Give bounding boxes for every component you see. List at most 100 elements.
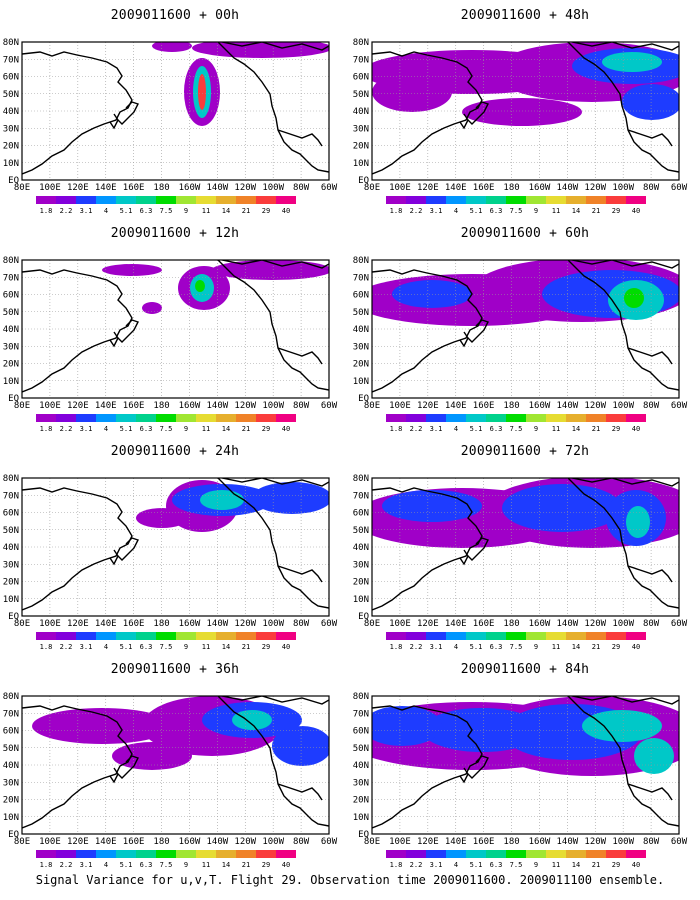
coastlines <box>372 696 679 829</box>
map-plot: EQ 10N 20N 30N 40N 50N 60N 70N 80N 80E 100E 120E 140… <box>353 38 688 215</box>
colorbar-label: 1.8 <box>40 207 53 215</box>
colorbar-label: 3.1 <box>80 643 93 651</box>
colorbar-swatch <box>606 632 626 640</box>
panel-title: 2009011600 + 60h <box>460 226 590 241</box>
colorbar-swatch <box>156 414 176 422</box>
lon-tick-label: 160W <box>529 837 551 847</box>
lon-tick-label: 160E <box>473 401 495 411</box>
lat-tick-label: 20N <box>353 142 369 152</box>
colorbar-label: 5.1 <box>470 207 483 215</box>
colorbar-swatch <box>466 196 486 204</box>
colorbar-label: 4 <box>104 643 108 651</box>
colorbar-label: 3.1 <box>430 425 443 433</box>
lon-tick-label: 100W <box>612 837 634 847</box>
lat-tick-label: 80N <box>3 692 19 702</box>
variance-shading <box>200 490 244 510</box>
colorbar-swatch <box>626 196 646 204</box>
colorbar-swatch <box>196 632 216 640</box>
colorbar-label: 2.2 <box>410 643 423 651</box>
colorbar-label: 29 <box>262 207 270 215</box>
colorbar-swatch <box>216 414 236 422</box>
lat-tick-label: 20N <box>3 360 19 370</box>
colorbar-swatch <box>386 196 406 204</box>
colorbar-swatch <box>136 850 156 858</box>
lon-tick-label: 100W <box>262 401 284 411</box>
colorbar-swatch <box>116 632 136 640</box>
colorbar-swatch <box>216 632 236 640</box>
variance-shading <box>392 280 472 308</box>
map-plot: EQ 10N 20N 30N 40N 50N 60N 70N 80N 80E 100E 120E 140… <box>353 692 688 869</box>
colorbar-swatch <box>486 196 506 204</box>
lat-tick-label: 60N <box>3 509 19 519</box>
lat-tick-label: 50N <box>3 526 19 536</box>
colorbar-label: 40 <box>282 425 290 433</box>
lat-tick-label: EQ <box>358 176 369 186</box>
colorbar-label: 40 <box>282 643 290 651</box>
lat-tick-label: 50N <box>353 526 369 536</box>
lon-tick-label: 120W <box>584 837 606 847</box>
colorbar-label: 14 <box>222 207 230 215</box>
colorbar-swatch <box>196 850 216 858</box>
lon-tick-label: 60W <box>321 183 338 193</box>
lon-tick-label: 160E <box>123 619 145 629</box>
colorbar-swatch <box>136 632 156 640</box>
colorbar-swatch <box>626 632 646 640</box>
colorbar-swatch <box>426 632 446 640</box>
variance-shading <box>372 706 442 746</box>
colorbar-label: 21 <box>592 207 600 215</box>
colorbar-label: 21 <box>242 207 250 215</box>
lat-tick-label: 70N <box>3 273 19 283</box>
colorbar-label: 29 <box>612 643 620 651</box>
variance-shading <box>152 42 192 52</box>
map-panel-36h: 2009011600 + 36h EQ 10N 20N 30N 40N 50N 60N 70N 8… <box>0 654 350 872</box>
colorbar-swatch <box>566 632 586 640</box>
lon-tick-label: 100E <box>389 837 411 847</box>
colorbar-swatch <box>176 850 196 858</box>
coastlines <box>22 42 329 175</box>
colorbar: 1.8 2.2 3.1 4 5.1 6.3 7.5 9 11 14 21 29 40 <box>386 850 646 869</box>
colorbar-swatch <box>406 414 426 422</box>
colorbar-swatch <box>256 850 276 858</box>
map-panel-48h: 2009011600 + 48h EQ 10N 20N 30N 40N 50N 60N 70N 8… <box>350 0 700 218</box>
lat-tick-label: 40N <box>3 543 19 553</box>
lat-tick-label: 20N <box>3 796 19 806</box>
colorbar-swatch <box>386 414 406 422</box>
colorbar-label: 5.1 <box>120 643 133 651</box>
lon-tick-label: 120E <box>417 619 439 629</box>
colorbar-swatch <box>76 850 96 858</box>
colorbar-label: 14 <box>222 425 230 433</box>
lon-tick-label: 140E <box>445 619 467 629</box>
lat-tick-label: 20N <box>353 360 369 370</box>
lon-tick-label: 160E <box>123 837 145 847</box>
lon-tick-label: 160W <box>179 401 201 411</box>
lat-tick-label: 20N <box>3 578 19 588</box>
lat-tick-label: 60N <box>353 291 369 301</box>
lon-tick-label: 160E <box>473 183 495 193</box>
colorbar-swatch <box>546 850 566 858</box>
lon-tick-label: 80W <box>643 183 660 193</box>
lon-tick-label: 80E <box>14 183 30 193</box>
colorbar-swatch <box>256 632 276 640</box>
colorbar-label: 6.3 <box>140 425 153 433</box>
colorbar-label: 2.2 <box>60 207 73 215</box>
lat-tick-label: 60N <box>353 509 369 519</box>
colorbar-label: 1.8 <box>40 425 53 433</box>
lat-tick-label: EQ <box>8 394 19 404</box>
lon-tick-label: 180 <box>153 837 169 847</box>
lon-tick-label: 120W <box>584 183 606 193</box>
lon-tick-label: 80W <box>293 401 310 411</box>
lon-tick-label: 80E <box>14 401 30 411</box>
variance-shading <box>136 508 188 528</box>
lon-tick-label: 140W <box>557 183 579 193</box>
colorbar-swatch <box>156 632 176 640</box>
variance-shading <box>212 260 329 280</box>
colorbar-label: 6.3 <box>490 425 503 433</box>
colorbar-label: 1.8 <box>390 207 403 215</box>
colorbar-label: 4 <box>454 425 458 433</box>
coastlines <box>22 696 329 829</box>
colorbar-swatch <box>276 850 296 858</box>
colorbar-swatch <box>506 850 526 858</box>
colorbar-swatch <box>446 850 466 858</box>
map-plot: EQ 10N 20N 30N 40N 50N 60N 70N 80N 80E 100E 120E 140… <box>3 474 338 651</box>
map-plot: EQ 10N 20N 30N 40N 50N 60N 70N 80N 80E 100E 120E 140… <box>353 256 688 433</box>
